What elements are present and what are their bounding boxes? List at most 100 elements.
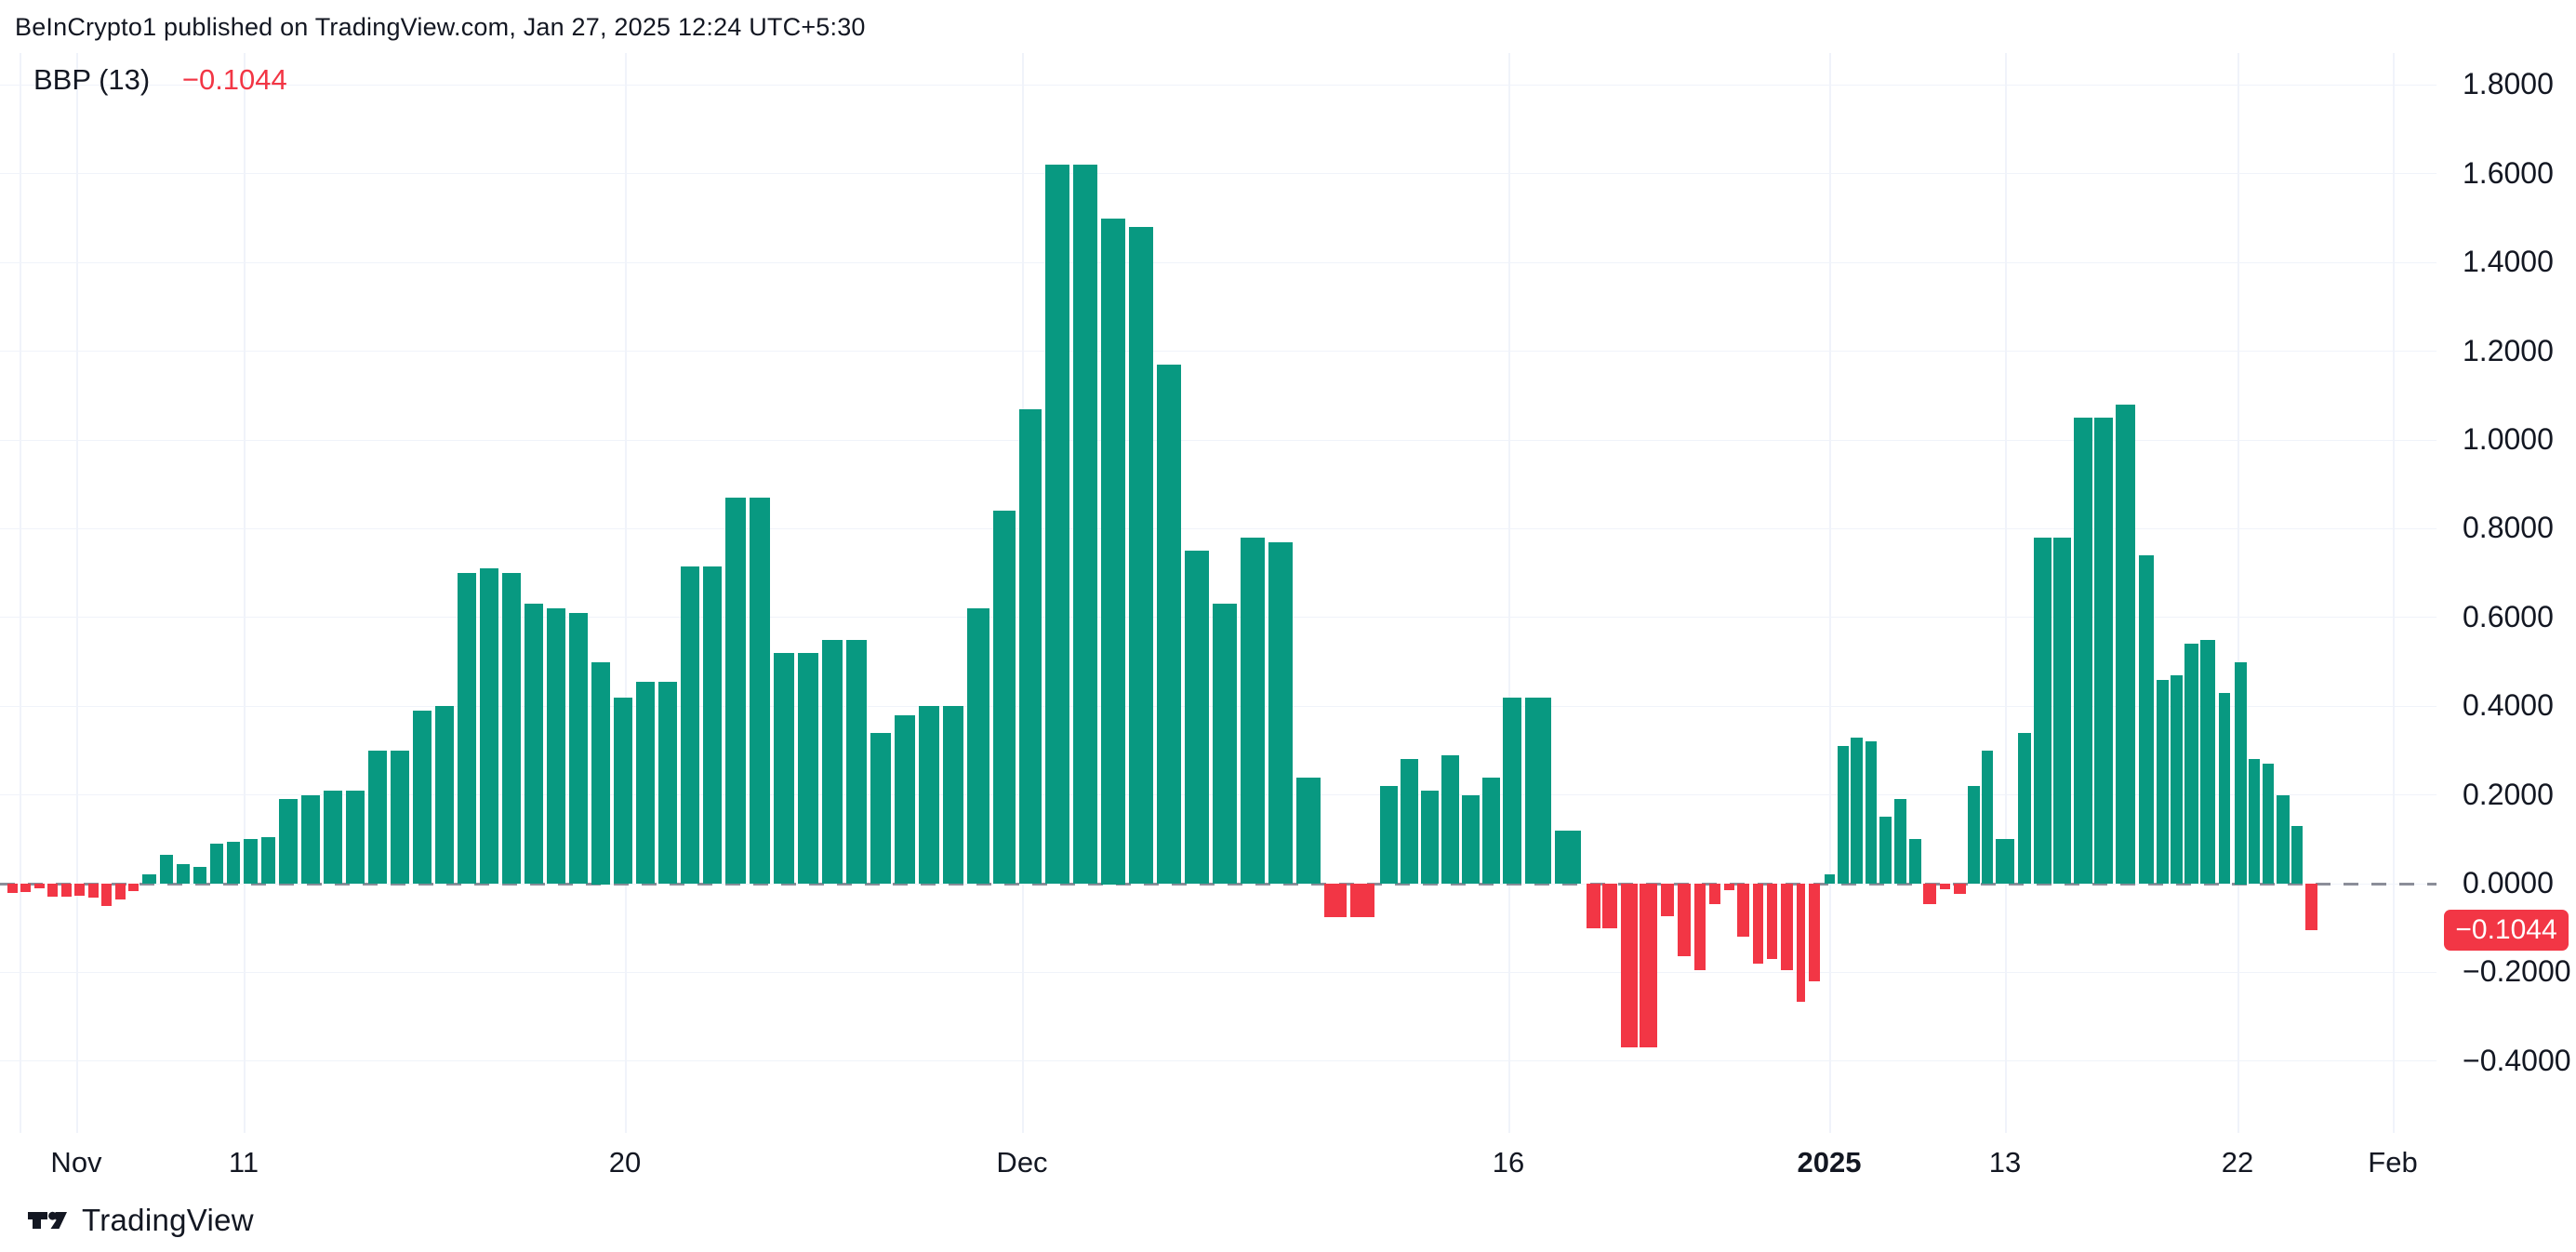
histogram-bar [301,795,320,884]
histogram-bar [74,884,85,896]
histogram-bar [967,608,989,884]
histogram-bar [774,653,794,884]
grid-line-vertical [625,53,627,1133]
histogram-bar [798,653,818,884]
grid-line-horizontal [0,173,2437,174]
y-axis-label: 1.4000 [2463,245,2554,279]
histogram-bar [2277,795,2290,884]
histogram-bar [101,884,112,906]
histogram-bar [919,706,939,884]
histogram-bar [1678,884,1691,956]
time-axis[interactable]: Nov 11 20 Dec 16 2025 13 22 Feb [0,1133,2576,1192]
histogram-bar [1621,884,1638,1047]
histogram-bar [1640,884,1657,1047]
histogram-bar [2034,538,2052,884]
histogram-bar [1879,817,1892,884]
histogram-bar [1129,227,1153,884]
histogram-bar [1709,884,1720,904]
histogram-bar [142,874,156,884]
histogram-bar [435,706,454,884]
histogram-bar [1724,884,1734,890]
x-axis-label: 22 [2221,1146,2254,1179]
histogram-bar [2184,644,2198,884]
histogram-bar [160,855,173,884]
histogram-bar [1894,799,1906,884]
histogram-bar [2116,405,2135,884]
histogram-bar [569,613,588,884]
x-axis-label: 13 [1988,1146,2022,1179]
histogram-bar [7,884,18,893]
histogram-bar [1324,884,1347,917]
x-axis-label: Nov [50,1146,102,1179]
indicator-value: −0.1044 [181,63,287,96]
chart-plot-area[interactable] [0,53,2437,1133]
histogram-bar [2219,693,2230,884]
histogram-bar [413,711,432,884]
histogram-bar [1462,795,1480,884]
grid-line-vertical [1829,53,1831,1133]
histogram-bar [636,682,655,884]
x-axis-label: Feb [2368,1146,2418,1179]
histogram-bar [1555,831,1581,884]
histogram-bar [1781,884,1793,970]
histogram-bar [1073,165,1097,884]
tradingview-logo-icon [28,1211,67,1229]
y-axis-label: 0.0000 [2463,866,2554,899]
histogram-bar [1045,165,1069,884]
histogram-bar [1101,219,1125,885]
histogram-bar [244,839,258,884]
histogram-bar [524,604,543,884]
histogram-bar [870,733,891,884]
histogram-bar [1982,751,1993,884]
zero-line [0,883,2437,886]
histogram-bar [480,568,498,884]
histogram-bar [658,682,677,884]
histogram-bar [943,706,963,884]
y-axis-label: −0.2000 [2463,954,2571,989]
histogram-bar [846,640,867,884]
histogram-bar [1503,698,1521,884]
histogram-bar [210,844,223,884]
grid-line-vertical [2005,53,2007,1133]
histogram-bar [115,884,126,899]
histogram-bar [1661,884,1674,916]
histogram-bar [1380,786,1398,884]
histogram-bar [822,640,843,884]
y-axis-label: 0.6000 [2463,599,2554,633]
attribution-text: BeInCrypto1 published on TradingView.com… [15,13,866,41]
x-axis-label: 20 [608,1146,642,1179]
header-bar: BeInCrypto1 published on TradingView.com… [0,0,2576,53]
histogram-bar [2157,680,2169,884]
histogram-bar [2074,418,2092,884]
histogram-bar [1185,551,1209,884]
price-axis[interactable]: 1.8000 1.6000 1.4000 1.2000 1.0000 0.8000 0.60… [2437,53,2576,1133]
x-axis-label: 2025 [1797,1146,1862,1179]
histogram-bar [993,511,1016,884]
histogram-bar [614,698,632,884]
indicator-title: BBP (13) [33,63,151,96]
x-axis-label: Dec [996,1146,1048,1179]
grid-line-horizontal [0,440,2437,441]
histogram-bar [1909,839,1921,884]
y-axis-label: −0.4000 [2463,1043,2571,1077]
histogram-bar [261,837,275,884]
histogram-bar [591,662,610,885]
grid-line-horizontal [0,351,2437,352]
histogram-bar [34,884,45,888]
histogram-bar [1482,778,1500,884]
histogram-bar [324,791,342,884]
indicator-legend[interactable]: BBP (13) −0.1044 [33,63,287,97]
histogram-bar [346,791,365,884]
tradingview-brand[interactable]: TradingView [26,1203,254,1238]
histogram-bar [47,884,58,897]
y-axis-label: 0.2000 [2463,777,2554,811]
histogram-bar [2291,826,2303,884]
histogram-bar [547,608,565,884]
histogram-bar [1525,698,1551,884]
grid-line-horizontal [0,85,2437,86]
histogram-bar [1296,778,1321,884]
histogram-bar [1421,791,1439,884]
histogram-bar [1587,884,1600,928]
histogram-bar [1996,839,2014,884]
histogram-bar [20,884,31,892]
